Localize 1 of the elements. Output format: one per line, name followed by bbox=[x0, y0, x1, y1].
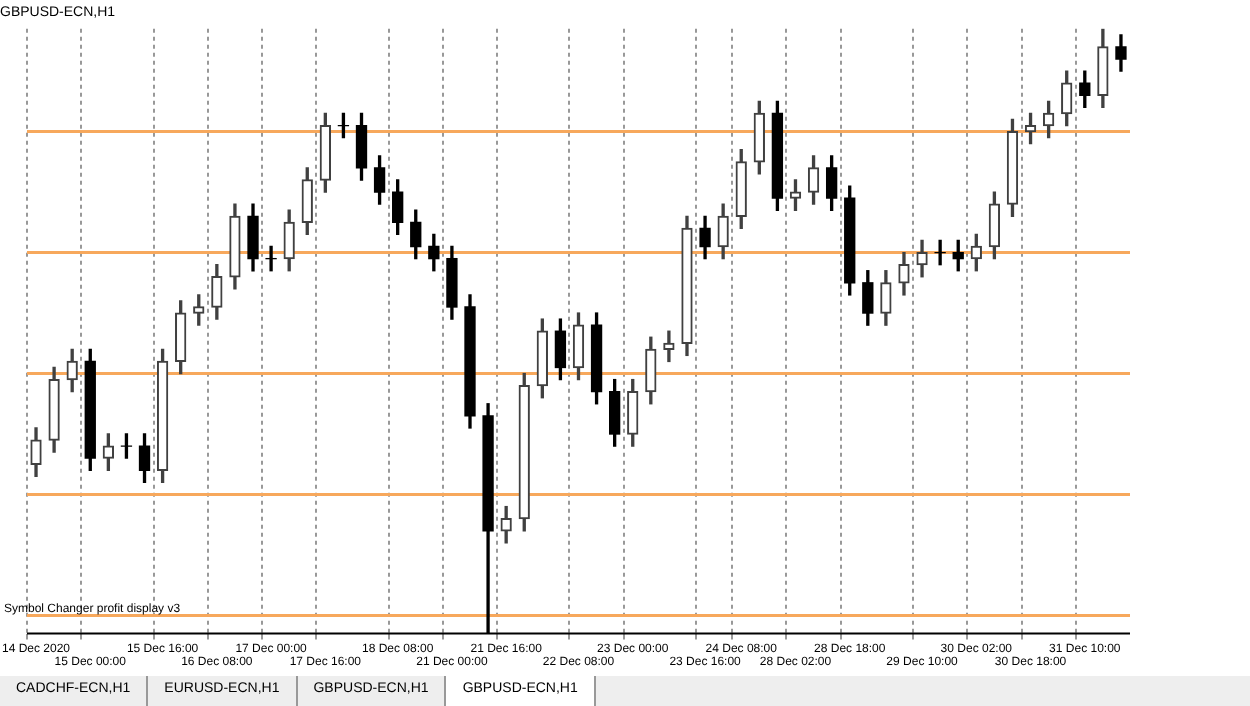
candlestick bbox=[663, 330, 675, 363]
